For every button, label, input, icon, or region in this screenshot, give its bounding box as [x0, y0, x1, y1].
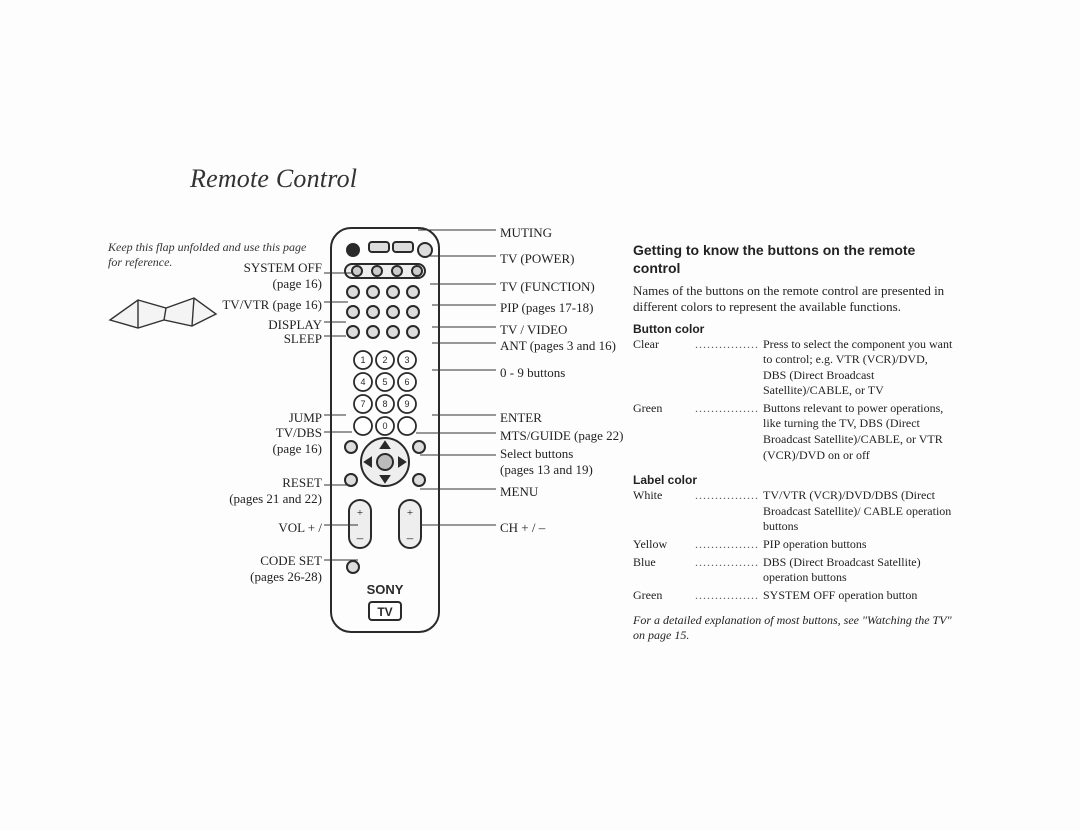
svg-text:7: 7 — [360, 399, 365, 409]
left-callout-label: TV/VTR (page 16) — [0, 297, 322, 313]
color-legend-row: Yellow................PIP operation butt… — [633, 537, 953, 553]
right-callout-label: MENU — [500, 484, 538, 500]
right-callout-label: MUTING — [500, 225, 552, 241]
left-callout-label: RESET (pages 21 and 22) — [0, 475, 322, 507]
legend-key: Green — [633, 588, 695, 604]
svg-text:+: + — [357, 507, 363, 519]
left-callout-label: TV/DBS (page 16) — [0, 425, 322, 457]
right-callout-label: TV / VIDEO — [500, 322, 567, 338]
legend-value: DBS (Direct Broadcast Satellite) operati… — [763, 555, 953, 586]
legend-value: TV/VTR (VCR)/DVD/DBS (Direct Broadcast S… — [763, 488, 953, 535]
svg-text:–: – — [356, 530, 364, 545]
color-legend-row: Green................Buttons relevant to… — [633, 401, 953, 463]
right-callout-label: CH + / – — [500, 520, 545, 536]
legend-key: Blue — [633, 555, 695, 586]
left-callout-label: JUMP — [0, 410, 322, 426]
button-color-rows: Clear................Press to select the… — [633, 337, 953, 464]
right-callout-label: TV (POWER) — [500, 251, 575, 267]
left-callout-label: SYSTEM OFF (page 16) — [0, 260, 322, 292]
svg-text:1: 1 — [360, 355, 365, 365]
right-callout-label: MTS/GUIDE (page 22) — [500, 428, 623, 444]
left-callout-label: SLEEP — [0, 331, 322, 347]
legend-value: Press to select the component you want t… — [763, 337, 953, 399]
svg-text:0: 0 — [382, 421, 387, 431]
color-legend-row: White................TV/VTR (VCR)/DVD/DB… — [633, 488, 953, 535]
label-color-rows: White................TV/VTR (VCR)/DVD/DB… — [633, 488, 953, 603]
dot-leader: ................ — [695, 488, 763, 535]
button-color-head: Button color — [633, 322, 953, 337]
brand-text: SONY — [367, 582, 404, 597]
page-title: Remote Control — [190, 164, 357, 194]
svg-text:6: 6 — [404, 377, 409, 387]
explanation-column: Getting to know the buttons on the remot… — [633, 242, 953, 643]
legend-key: White — [633, 488, 695, 535]
right-callout-label: ENTER — [500, 410, 542, 426]
svg-text:2: 2 — [382, 355, 387, 365]
svg-text:3: 3 — [404, 355, 409, 365]
legend-key: Yellow — [633, 537, 695, 553]
legend-key: Green — [633, 401, 695, 463]
color-legend-row: Blue................DBS (Direct Broadcas… — [633, 555, 953, 586]
legend-value: SYSTEM OFF operation button — [763, 588, 953, 604]
legend-key: Clear — [633, 337, 695, 399]
dot-leader: ................ — [695, 588, 763, 604]
color-legend-row: Green................SYSTEM OFF operatio… — [633, 588, 953, 604]
color-legend-row: Clear................Press to select the… — [633, 337, 953, 399]
legend-value: PIP operation buttons — [763, 537, 953, 553]
explanation-footnote: For a detailed explanation of most butto… — [633, 613, 953, 643]
svg-text:9: 9 — [404, 399, 409, 409]
dot-leader: ................ — [695, 401, 763, 463]
content: Remote Control Keep this flap unfolded a… — [0, 0, 1080, 830]
right-callout-label: ANT (pages 3 and 16) — [500, 338, 616, 354]
explanation-heading: Getting to know the buttons on the remot… — [633, 242, 953, 277]
right-callout-label: TV (FUNCTION) — [500, 279, 595, 295]
tv-badge: TV — [377, 605, 392, 619]
dot-leader: ................ — [695, 537, 763, 553]
left-callout-label: VOL + / — [0, 520, 322, 536]
remote-diagram: + – + – SONY TV 1 2 3 4 5 6 7 8 9 0 — [325, 222, 445, 642]
label-color-head: Label color — [633, 473, 953, 488]
right-callout-label: 0 - 9 buttons — [500, 365, 565, 381]
svg-text:8: 8 — [382, 399, 387, 409]
explanation-intro: Names of the buttons on the remote contr… — [633, 283, 953, 316]
dot-leader: ................ — [695, 337, 763, 399]
svg-text:5: 5 — [382, 377, 387, 387]
svg-text:4: 4 — [360, 377, 365, 387]
manual-page: Remote Control Keep this flap unfolded a… — [0, 0, 1080, 830]
svg-text:+: + — [407, 507, 413, 519]
right-callout-label: PIP (pages 17-18) — [500, 300, 593, 316]
dot-leader: ................ — [695, 555, 763, 586]
svg-text:–: – — [406, 530, 414, 545]
left-callout-label: CODE SET (pages 26-28) — [0, 553, 322, 585]
right-callout-label: Select buttons (pages 13 and 19) — [500, 446, 593, 478]
legend-value: Buttons relevant to power operations, li… — [763, 401, 953, 463]
